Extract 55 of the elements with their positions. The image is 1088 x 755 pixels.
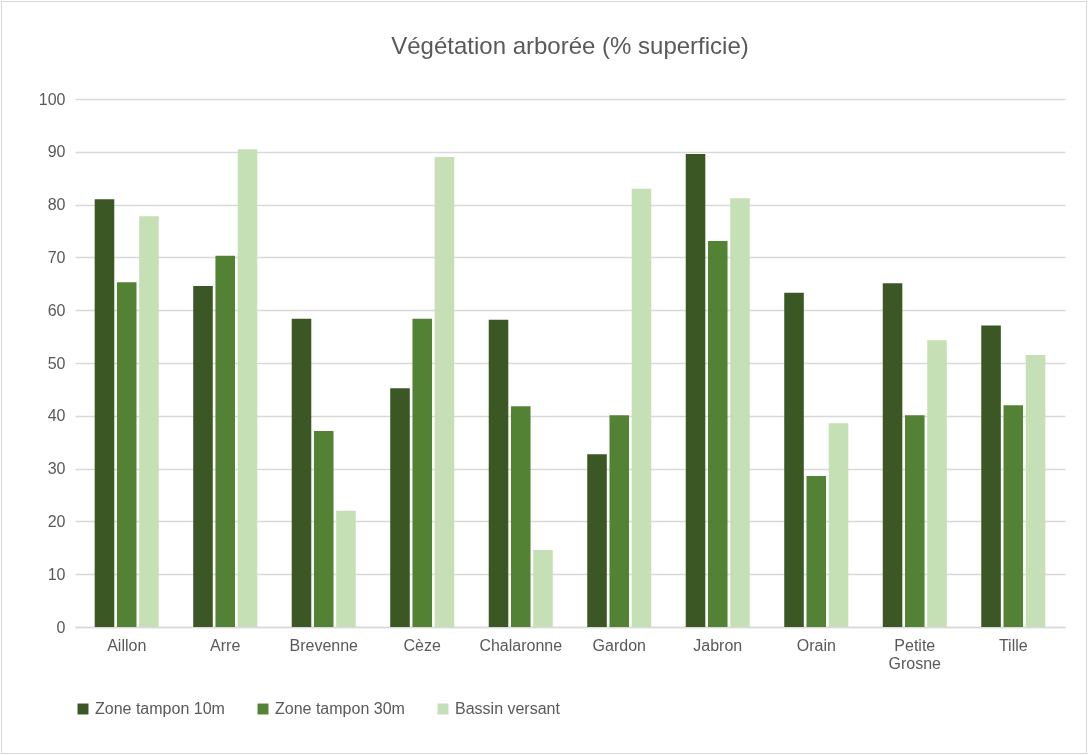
bar [609,415,630,627]
bar [488,319,509,627]
bar [215,255,236,627]
bar [291,318,312,627]
y-tick-label: 80 [47,196,66,214]
chart-title: Végétation arborée (% superficie) [391,32,749,59]
x-tick-label: Cèze [403,636,442,654]
legend-label: Zone tampon 30m [275,700,405,717]
bar [434,157,455,627]
y-tick-label: 10 [47,565,66,583]
bar [139,216,159,627]
bar [336,510,356,627]
y-tick-label: 30 [47,460,66,478]
bar [882,283,903,627]
bar [533,549,553,627]
y-tick-label: 60 [47,301,66,319]
bar [927,340,947,627]
bar [313,431,334,627]
legend-label: Zone tampon 10m [95,700,225,717]
x-tick-label: Aillon [107,636,147,654]
x-tick-label: Chalaronne [479,636,563,654]
bar [730,198,750,627]
legend-label: Bassin versant [455,700,561,717]
y-tick-label: 100 [38,90,66,108]
bar [412,318,433,627]
bar [237,149,258,627]
bar [1025,355,1046,627]
bar [193,285,213,627]
y-tick-label: 50 [47,354,66,372]
bar [587,454,607,627]
bar [631,188,652,627]
bar [981,325,1001,627]
y-tick-label: 0 [56,618,66,636]
bar [828,423,849,627]
x-tick-label: Arre [210,636,241,654]
bar [904,415,925,627]
bar [707,241,728,627]
bar [784,292,804,627]
y-tick-label: 90 [47,143,66,161]
bar [390,388,410,627]
bar [116,282,137,627]
y-tick-label: 70 [47,248,66,266]
bar [510,406,531,627]
x-tick-label: Orain [796,636,836,654]
y-tick-label: 40 [47,407,66,425]
bar [806,475,827,627]
x-tick-label: Gardon [592,636,646,654]
x-tick-label: Brevenne [289,636,359,654]
bar [94,199,115,627]
x-tick-label: Tille [998,636,1028,654]
bar [1003,405,1024,627]
x-tick-label: Petite Grosne [888,636,942,672]
y-tick-label: 20 [47,512,66,530]
bar [685,153,706,627]
x-tick-label: Jabron [693,636,743,654]
